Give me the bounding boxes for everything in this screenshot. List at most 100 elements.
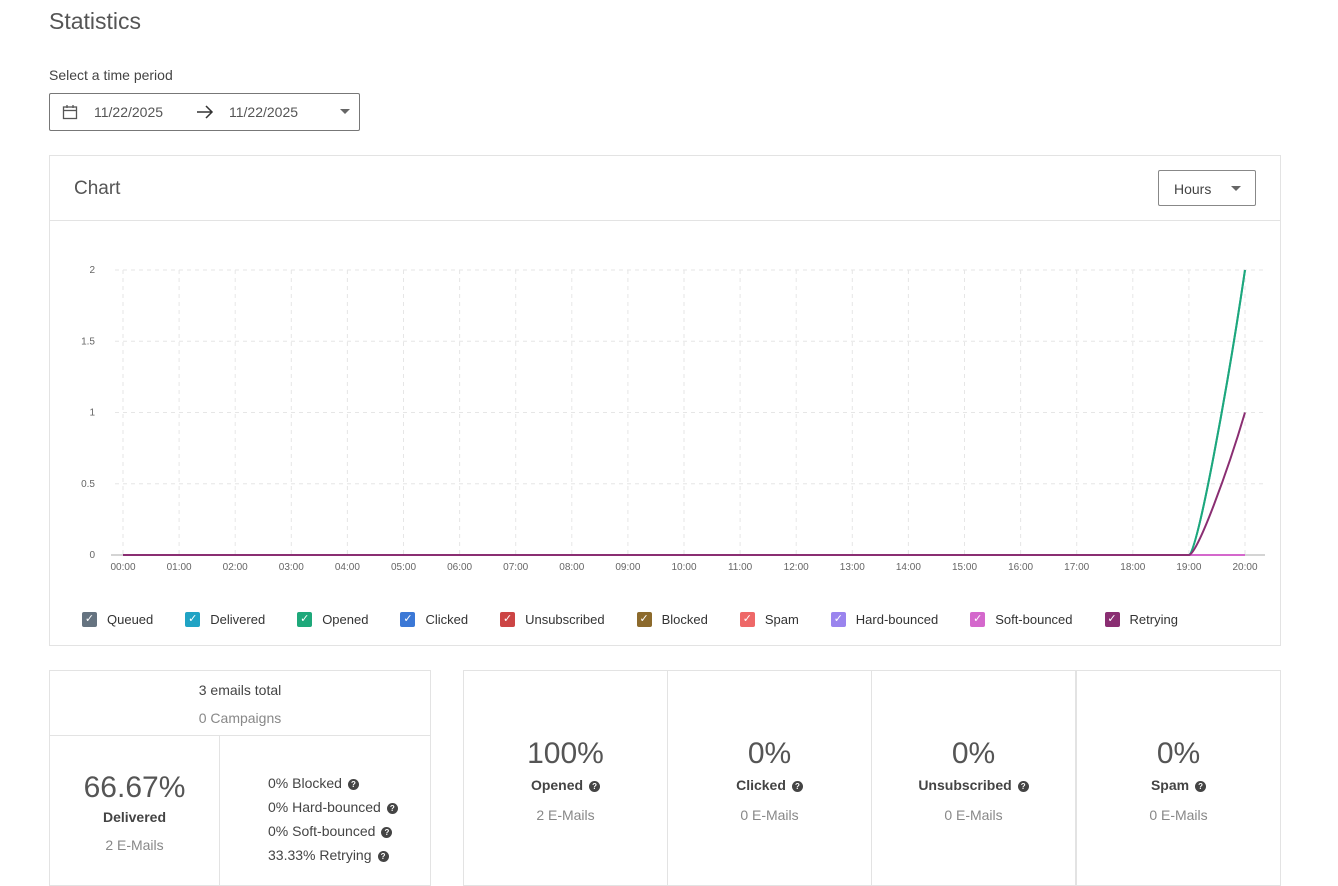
x-tick-label: 10:00 (671, 562, 696, 573)
emails-total: 3 emails total (198, 682, 282, 698)
help-icon[interactable]: ? (589, 781, 601, 792)
date-from[interactable]: 11/22/2025 (94, 104, 164, 120)
delivered-label: Delivered (102, 809, 167, 825)
x-tick-label: 06:00 (447, 562, 472, 573)
x-tick-label: 13:00 (840, 562, 865, 573)
checkbox-checked-icon[interactable]: ✓ (82, 612, 97, 627)
legend-label: Unsubscribed (525, 612, 605, 627)
breakdown-item: 0% Soft-bounced? (268, 819, 398, 843)
checkbox-checked-icon[interactable]: ✓ (970, 612, 986, 627)
x-tick-label: 02:00 (223, 562, 248, 573)
chart-title: Chart (74, 178, 121, 199)
breakdown-text: 0% Blocked (268, 775, 342, 791)
legend-label: Spam (764, 612, 799, 627)
stat-count: 2 E-Mails (536, 807, 595, 823)
legend-item-spam[interactable]: ✓ Spam (739, 612, 799, 627)
breakdown-text: 0% Hard-bounced (268, 799, 381, 815)
legend-item-soft-bounced[interactable]: ✓ Soft-bounced (970, 612, 1073, 627)
x-tick-label: 01:00 (167, 562, 192, 573)
checkbox-checked-icon[interactable]: ✓ (500, 612, 516, 627)
legend-item-clicked[interactable]: ✓ Clicked (400, 612, 468, 627)
stat-count: 0 E-Mails (1149, 807, 1208, 823)
legend-label: Blocked (661, 612, 708, 627)
checkbox-checked-icon[interactable]: ✓ (636, 612, 652, 627)
x-tick-label: 20:00 (1232, 562, 1257, 573)
stat-value: 0% (1156, 737, 1201, 770)
granularity-value: Hours (1174, 181, 1212, 197)
y-tick-label: 1 (89, 408, 95, 419)
breakdown-item: 0% Hard-bounced? (268, 795, 398, 819)
legend-label: Retrying (1129, 612, 1178, 627)
legend-label: Opened (322, 612, 369, 627)
legend-item-hard-bounced[interactable]: ✓ Hard-bounced (830, 612, 939, 627)
checkbox-checked-icon[interactable]: ✓ (739, 612, 755, 627)
arrow-right-icon (197, 105, 214, 119)
stat-count: 0 E-Mails (740, 807, 799, 823)
legend-label: Clicked (425, 612, 469, 627)
help-icon[interactable]: ? (347, 779, 359, 790)
x-tick-label: 15:00 (952, 562, 977, 573)
calendar-icon (62, 105, 78, 120)
delivered-count: 2 E-Mails (105, 837, 164, 853)
page-title: Statistics (49, 8, 142, 34)
legend-item-delivered[interactable]: ✓ Delivered (185, 612, 265, 627)
time-period-label: Select a time period (49, 67, 173, 83)
help-icon[interactable]: ? (1195, 781, 1207, 792)
x-tick-label: 03:00 (279, 562, 304, 573)
x-tick-label: 17:00 (1064, 562, 1089, 573)
stat-label: Clicked (736, 777, 786, 793)
legend-label: Hard-bounced (855, 612, 939, 627)
delivery-summary: 3 emails total 0 Campaigns 66.67% Delive… (49, 670, 431, 886)
x-tick-label: 14:00 (896, 562, 921, 573)
help-icon[interactable]: ? (386, 803, 398, 814)
stat-value: 100% (527, 737, 604, 770)
x-tick-label: 19:00 (1176, 562, 1201, 573)
stat-card-clicked: 0% Clicked? 0 E-Mails (667, 670, 872, 886)
stat-value: 0% (747, 737, 792, 770)
x-tick-label: 12:00 (784, 562, 809, 573)
legend-item-opened[interactable]: ✓ Opened (297, 612, 368, 627)
checkbox-checked-icon[interactable]: ✓ (185, 612, 201, 627)
y-tick-label: 2 (89, 265, 95, 276)
chart-legend: ✓ Queued ✓ Delivered ✓ Opened ✓ Clicked ✓ Unsubsc… (82, 612, 1210, 627)
legend-item-blocked[interactable]: ✓ Blocked (636, 612, 708, 627)
stat-label: Spam (1150, 777, 1190, 793)
x-tick-label: 00:00 (110, 562, 135, 573)
checkbox-checked-icon[interactable]: ✓ (1104, 612, 1120, 627)
x-tick-label: 09:00 (615, 562, 640, 573)
help-icon[interactable]: ? (791, 781, 803, 792)
campaigns-count: 0 Campaigns (198, 710, 282, 726)
y-tick-label: 0.5 (81, 479, 95, 490)
chevron-down-icon (1231, 186, 1241, 191)
legend-label: Delivered (210, 612, 266, 627)
checkbox-checked-icon[interactable]: ✓ (297, 612, 313, 627)
help-icon[interactable]: ? (377, 851, 389, 862)
y-tick-label: 0 (89, 550, 95, 561)
date-to[interactable]: 11/22/2025 (229, 104, 299, 120)
checkbox-checked-icon[interactable]: ✓ (830, 612, 846, 627)
breakdown-item: 0% Blocked? (268, 771, 398, 795)
date-range-picker[interactable]: 11/22/2025 11/22/2025 (49, 93, 360, 131)
y-tick-label: 1.5 (81, 336, 95, 347)
breakdown-text: 0% Soft-bounced (268, 823, 376, 839)
delivery-breakdown: 0% Blocked? 0% Hard-bounced? 0% Soft-bounc… (268, 771, 398, 867)
x-tick-label: 08:00 (559, 562, 584, 573)
breakdown-text: 33.33% Retrying (268, 847, 372, 863)
x-tick-label: 04:00 (335, 562, 360, 573)
stat-value: 0% (951, 737, 996, 770)
legend-item-retrying[interactable]: ✓ Retrying (1104, 612, 1178, 627)
help-icon[interactable]: ? (381, 827, 393, 838)
stat-card-spam: 0% Spam? 0 E-Mails (1076, 670, 1281, 886)
chevron-down-icon (340, 109, 350, 114)
stat-card-unsubscribed: 0% Unsubscribed? 0 E-Mails (871, 670, 1076, 886)
legend-item-unsubscribed[interactable]: ✓ Unsubscribed (500, 612, 605, 627)
stat-label: Opened (530, 777, 584, 793)
help-icon[interactable]: ? (1017, 781, 1029, 792)
chart-card: Chart Hours 0 0.5 1 1.5 2 00:00 01:00 02:00 03:0… (49, 155, 1281, 646)
x-tick-label: 05:00 (391, 562, 416, 573)
granularity-select[interactable]: Hours (1158, 170, 1256, 206)
legend-item-queued[interactable]: ✓ Queued (82, 612, 153, 627)
legend-label: Soft-bounced (995, 612, 1073, 627)
legend-label: Queued (107, 612, 154, 627)
checkbox-checked-icon[interactable]: ✓ (400, 612, 416, 627)
